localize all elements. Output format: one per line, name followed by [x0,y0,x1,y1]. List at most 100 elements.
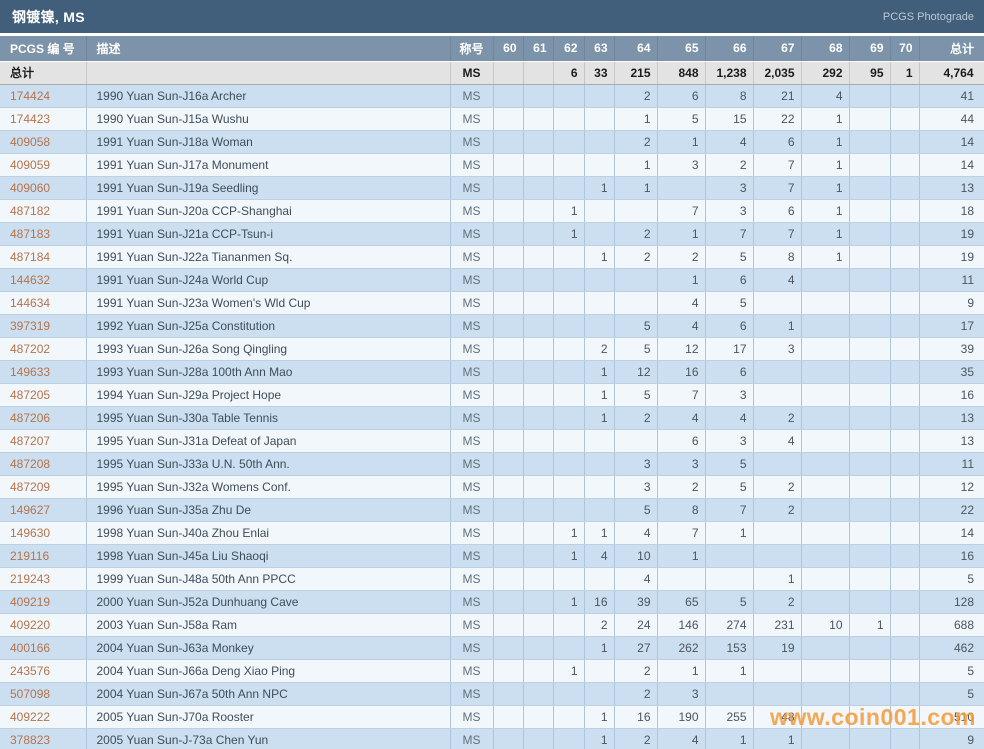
row-total-cell: 18 [919,199,984,223]
pcgs-id-link[interactable]: 149633 [10,364,51,379]
grade-cell-66: 17 [705,337,754,361]
designation-cell: MS [450,429,494,453]
table-row: 487208 1995 Yuan Sun-J33a U.N. 50th Ann. M… [0,452,984,476]
description-cell: 2004 Yuan Sun-J63a Monkey [86,636,451,660]
table-row: 243576 2004 Yuan Sun-J66a Deng Xiao Ping M… [0,659,984,683]
grade-cell-69 [849,521,891,545]
pcgs-id-link[interactable]: 149630 [10,525,51,540]
pcgs-id-link[interactable]: 507098 [10,686,51,701]
row-total-cell: 9 [919,728,984,749]
grade-cell-68: 1 [801,199,850,223]
col-header-64: 64 [614,36,658,62]
designation-cell: MS [450,84,494,108]
pcgs-id-cell: 219116 [0,544,87,568]
pcgs-id-cell: 400166 [0,636,87,660]
grade-cell-63 [584,130,615,154]
pcgs-id-cell: 144634 [0,291,87,315]
grade-cell-70 [890,636,920,660]
pcgs-id-link[interactable]: 487205 [10,387,51,402]
pcgs-id-link[interactable]: 409060 [10,180,51,195]
pcgs-id-link[interactable]: 409059 [10,157,51,172]
grade-cell-62 [553,567,585,591]
pcgs-id-link[interactable]: 144632 [10,272,51,287]
grade-cell-70 [890,406,920,430]
pcgs-id-link[interactable]: 409220 [10,617,51,632]
photograde-link[interactable]: PCGS Photograde [882,10,974,23]
grade-cell-63: 1 [584,383,615,407]
grade-cell-70 [890,452,920,476]
row-total-cell: 688 [919,613,984,637]
grade-cell-61 [523,728,554,749]
grade-cell-66: 255 [705,705,754,729]
grade-cell-68 [801,406,850,430]
pcgs-id-link[interactable]: 243576 [10,663,51,678]
grade-cell-65: 1 [657,130,706,154]
pcgs-id-link[interactable]: 219243 [10,571,51,586]
grade-cell-61 [523,314,554,338]
pcgs-id-link[interactable]: 397319 [10,318,51,333]
pcgs-id-link[interactable]: 487184 [10,249,51,264]
row-total-cell: 128 [919,590,984,614]
designation-cell: MS [450,406,494,430]
pcgs-id-cell: 507098 [0,682,87,706]
grade-cell-66: 4 [705,406,754,430]
grade-cell-61 [523,682,554,706]
col-header-70: 70 [890,36,920,62]
pcgs-id-link[interactable]: 174423 [10,111,51,126]
grade-cell-61 [523,544,554,568]
pcgs-id-link[interactable]: 487183 [10,226,51,241]
description-cell: 1991 Yuan Sun-J21a CCP-Tsun-i [86,222,451,246]
pcgs-id-link[interactable]: 144634 [10,295,51,310]
row-total-cell: 22 [919,498,984,522]
grade-cell-62 [553,705,585,729]
pcgs-id-link[interactable]: 219116 [10,548,50,563]
table-row: 409058 1991 Yuan Sun-J18a Woman MS 2 1 4 6 1 14 [0,130,984,154]
grade-cell-63: 4 [584,544,615,568]
grade-cell-70 [890,153,920,177]
designation-cell: MS [450,567,494,591]
grade-cell-64: 2 [614,130,658,154]
pcgs-id-link[interactable]: 487209 [10,479,51,494]
pcgs-id-link[interactable]: 487206 [10,410,51,425]
pcgs-id-link[interactable]: 174424 [10,88,51,103]
pcgs-id-cell: 144632 [0,268,87,292]
pcgs-id-link[interactable]: 409222 [10,709,51,724]
population-table: PCGS 编 号描述 称号 60 61 62 63 64 65 66 67 68 69 70 总计 总计 M… [0,36,984,749]
designation-cell: MS [450,705,494,729]
grade-cell-67 [753,544,802,568]
pcgs-id-cell: 409059 [0,153,87,177]
grade-cell-64: 2 [614,728,658,749]
pcgs-id-link[interactable]: 149627 [10,502,51,517]
pcgs-id-link[interactable]: 378823 [10,732,51,747]
grade-cell-69 [849,406,891,430]
pcgs-id-link[interactable]: 487202 [10,341,51,356]
description-cell: 1996 Yuan Sun-J35a Zhu De [86,498,451,522]
description-cell: 1993 Yuan Sun-J26a Song Qingling [86,337,451,361]
grade-cell-62 [553,153,585,177]
pcgs-id-cell: 378823 [0,728,87,749]
pcgs-id-link[interactable]: 409219 [10,594,51,609]
description-cell: 1991 Yuan Sun-J23a Women's Wld Cup [86,291,451,315]
grade-cell-68 [801,590,850,614]
col-header-total: 总计 [919,36,984,62]
grade-cell-61 [523,245,554,269]
grade-cell-70 [890,360,920,384]
grade-cell-65 [657,176,706,200]
pcgs-id-link[interactable]: 487182 [10,203,51,218]
pcgs-id-link[interactable]: 400166 [10,640,51,655]
grade-cell-60 [493,567,524,591]
grade-cell-63: 2 [584,337,615,361]
pcgs-id-link[interactable]: 409058 [10,134,51,149]
pcgs-id-link[interactable]: 487208 [10,456,51,471]
grade-cell-65: 7 [657,521,706,545]
table-row: 144632 1991 Yuan Sun-J24a World Cup MS 1 6 4 1… [0,268,984,292]
grade-cell-62 [553,314,585,338]
pcgs-id-link[interactable]: 487207 [10,433,51,448]
table-row: 409219 2000 Yuan Sun-J52a Dunhuang Cave MS… [0,590,984,614]
grade-cell-60 [493,636,524,660]
grade-cell-61 [523,337,554,361]
grade-cell-68 [801,567,850,591]
grade-cell-62: 1 [553,222,585,246]
row-total-cell: 13 [919,406,984,430]
grade-cell-63 [584,84,615,108]
